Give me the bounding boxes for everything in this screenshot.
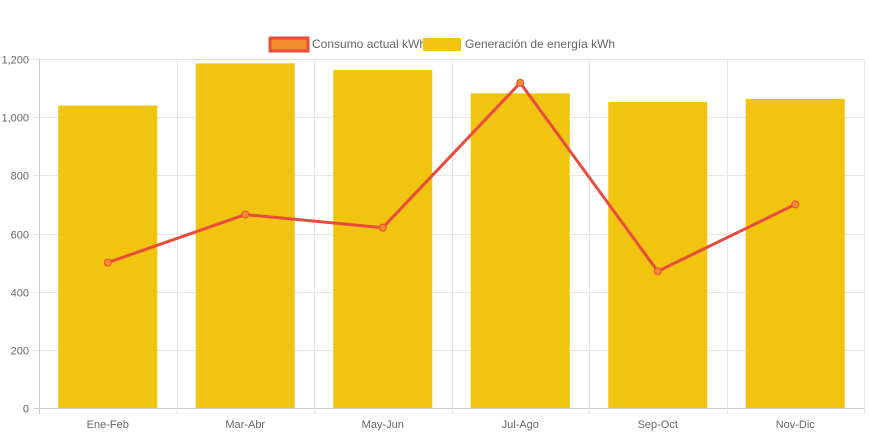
- bar-nov-dic[interactable]: [745, 98, 845, 408]
- y-tick-label: 1,200: [1, 55, 29, 67]
- x-tick-label: Sep-Oct: [638, 419, 678, 431]
- y-tick-label: 600: [11, 230, 29, 242]
- x-tick-label: Ene-Feb: [87, 419, 129, 431]
- y-tick-label: 400: [11, 288, 29, 300]
- x-tick-label: May-Jun: [362, 419, 404, 431]
- x-tick-label: Jul-Ago: [502, 419, 539, 431]
- consumo-point-may-jun[interactable]: [378, 223, 387, 232]
- bar-series-generacion: [58, 63, 845, 409]
- consumo-point-ene-feb[interactable]: [103, 258, 112, 267]
- bar-may-jun[interactable]: [333, 70, 433, 408]
- consumo-point-jul-ago[interactable]: [516, 78, 525, 87]
- axes: 0 200 400 600 800 1,000 1,200 Ene-Feb Mar-Abr May…: [1, 55, 815, 432]
- legend-label-generacion: Generación de energía kWh: [465, 37, 615, 51]
- bar-mar-abr[interactable]: [195, 63, 295, 409]
- consumo-point-nov-dic[interactable]: [791, 200, 800, 209]
- gridlines: [33, 59, 865, 414]
- line-series-consumo: [103, 78, 800, 276]
- bar-jul-ago[interactable]: [470, 93, 570, 409]
- y-tick-label: 1,000: [1, 113, 29, 125]
- consumo-point-mar-abr[interactable]: [241, 210, 250, 219]
- legend-label-consumo: Consumo actual kWh: [312, 37, 426, 51]
- legend-item-generacion[interactable]: Generación de energía kWh: [423, 37, 615, 51]
- x-tick-label: Mar-Abr: [225, 419, 265, 431]
- y-tick-label: 0: [23, 404, 29, 416]
- legend-swatch-generacion: [423, 38, 461, 51]
- consumo-point-sep-oct[interactable]: [653, 267, 662, 276]
- consumo-line: [107, 81, 796, 273]
- legend-swatch-consumo: [268, 36, 310, 53]
- legend-item-consumo[interactable]: Consumo actual kWh: [268, 36, 426, 53]
- x-tick-label: Nov-Dic: [776, 419, 816, 431]
- legend[interactable]: Consumo actual kWh Generación de energía…: [268, 36, 615, 53]
- y-tick-label: 800: [11, 171, 29, 183]
- y-tick-label: 200: [11, 346, 29, 358]
- bar-ene-feb[interactable]: [58, 105, 158, 409]
